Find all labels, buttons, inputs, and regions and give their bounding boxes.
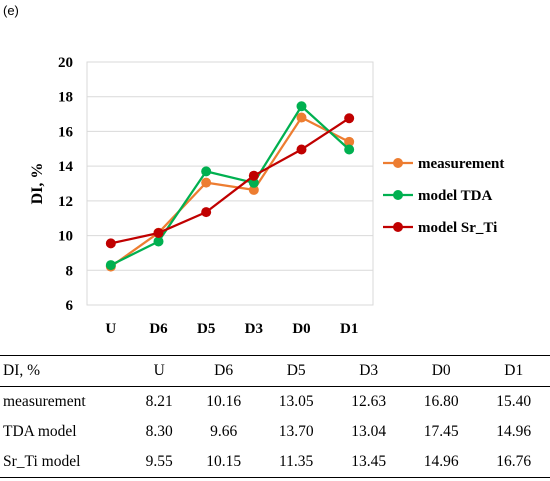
table-cell: 16.76 xyxy=(496,453,532,470)
table-cell: 8.21 xyxy=(145,393,173,410)
series-0-point xyxy=(248,184,259,195)
series-1-point xyxy=(296,101,307,112)
x-tick-label: D1 xyxy=(340,321,358,337)
series-2-point xyxy=(105,238,116,249)
series-1-point xyxy=(105,260,116,271)
table-cell: 13.05 xyxy=(278,393,314,410)
table-row: Sr_Ti model 9.55 10.15 11.35 13.45 14.96… xyxy=(0,447,550,478)
x-tick-label: D0 xyxy=(292,321,310,337)
x-tick-label: U xyxy=(105,321,116,337)
plot-area-border xyxy=(86,61,374,306)
table-cell: 13.70 xyxy=(278,423,314,440)
series-2-point xyxy=(248,170,259,181)
series-0-point xyxy=(201,177,212,188)
x-tick-label: D3 xyxy=(245,321,263,337)
series-line-2 xyxy=(110,117,350,245)
table-cell: 12.63 xyxy=(351,393,387,410)
table-cell: TDA model xyxy=(3,423,77,440)
table-row: TDA model 8.30 9.66 13.70 13.04 17.45 14… xyxy=(0,417,550,447)
table-header-cell: D3 xyxy=(359,362,379,379)
y-axis-label: DI, % xyxy=(29,163,46,205)
series-2-point xyxy=(296,144,307,155)
series-2-point xyxy=(344,113,355,124)
y-tick-label: 10 xyxy=(58,229,73,245)
table-cell: 10.16 xyxy=(206,393,242,410)
legend-marker-1 xyxy=(393,190,403,200)
y-tick-label: 20 xyxy=(58,55,73,71)
series-line-1 xyxy=(110,105,350,267)
y-tick-label: 6 xyxy=(66,298,74,314)
table-cell: 8.30 xyxy=(145,423,173,440)
line-chart: 6 8 10 12 14 16 18 20 U D6 D5 D3 D0 D1 DI, % measuremen… xyxy=(29,55,504,337)
series-0-point xyxy=(344,136,355,147)
table-cell: measurement xyxy=(3,393,86,410)
data-table: DI, % U D6 D5 D3 D0 D1 measurement 8.21 … xyxy=(0,355,550,478)
y-tick-label: 12 xyxy=(58,194,73,210)
table-cell: 16.80 xyxy=(423,393,459,410)
legend-marker-0 xyxy=(393,158,403,168)
table-header-cell: D1 xyxy=(504,362,524,379)
table-cell: 13.45 xyxy=(351,453,387,470)
table-row: measurement 8.21 10.16 13.05 12.63 16.80… xyxy=(0,387,550,418)
y-tick-label: 18 xyxy=(58,90,73,106)
table-header-cell: U xyxy=(153,362,165,379)
legend-marker-2 xyxy=(393,222,403,232)
series-2-point xyxy=(153,227,164,238)
table-cell: 11.35 xyxy=(279,453,314,470)
y-tick-label: 16 xyxy=(58,124,74,140)
table-cell: 14.96 xyxy=(423,453,459,470)
table-cell: Sr_Ti model xyxy=(3,453,81,470)
table-cell: 9.66 xyxy=(210,423,238,440)
table-cell: 17.45 xyxy=(423,423,459,440)
y-tick-label: 14 xyxy=(58,159,74,175)
panel-label: (e) xyxy=(3,3,19,18)
series-1-point xyxy=(153,236,164,247)
legend-entry-0: measurement xyxy=(418,156,504,172)
table-cell: 13.04 xyxy=(351,423,387,440)
table-header-cell: D6 xyxy=(214,362,234,379)
series-2-point xyxy=(201,207,212,218)
x-tick-label: D5 xyxy=(197,321,215,337)
series-1-point xyxy=(344,144,355,155)
legend-entry-1: model TDA xyxy=(418,188,492,204)
legend-entry-2: model Sr_Ti xyxy=(418,220,497,236)
table-cell: 14.96 xyxy=(496,423,532,440)
table-header-cell: D0 xyxy=(431,362,451,379)
series-line-0 xyxy=(110,116,350,268)
table-cell: 15.40 xyxy=(496,393,532,410)
table-header-cell: DI, % xyxy=(3,362,41,379)
series-1-point xyxy=(248,177,259,188)
table-cell: 9.55 xyxy=(145,453,173,470)
y-tick-label: 8 xyxy=(66,263,74,279)
table-header-row: DI, % U D6 D5 D3 D0 D1 xyxy=(0,355,550,387)
series-1-point xyxy=(201,166,212,177)
x-tick-label: D6 xyxy=(149,321,168,337)
table-header-cell: D5 xyxy=(286,362,306,379)
table-cell: 10.15 xyxy=(206,453,242,470)
series-0-point xyxy=(296,112,307,123)
